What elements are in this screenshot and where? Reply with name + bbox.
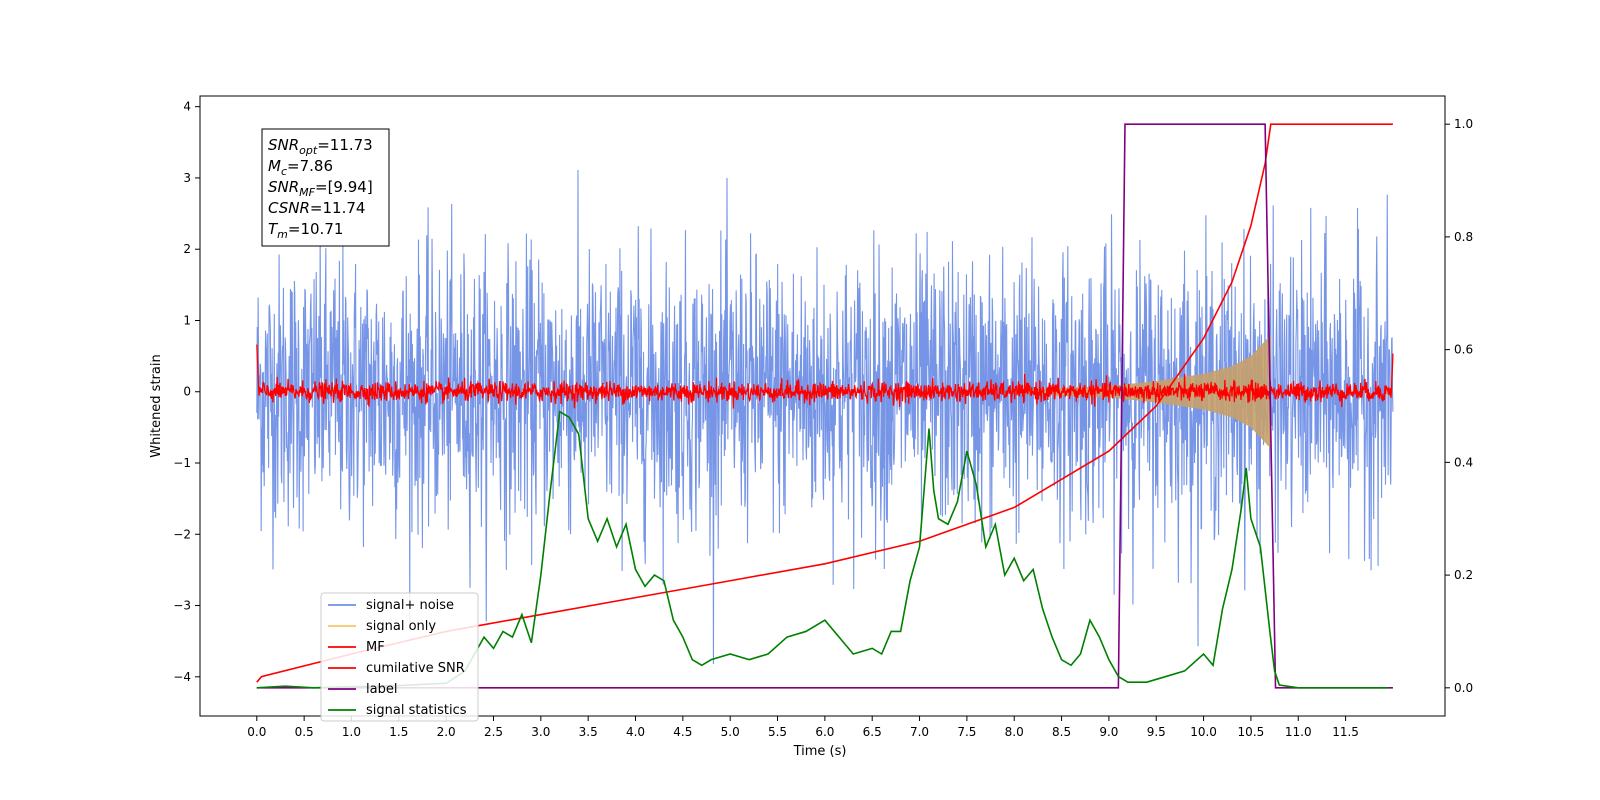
y2-tick-label: 0.2 (1454, 568, 1473, 582)
x-tick-label: 11.0 (1285, 725, 1312, 739)
legend-entry: label (366, 682, 397, 697)
y-tick-label: −1 (173, 456, 191, 470)
x-tick-label: 3.5 (579, 725, 598, 739)
legend-entry: MF (366, 640, 385, 655)
signal-noise-line (256, 170, 1394, 665)
annotation-line: SNRMF=[9.94] (268, 178, 373, 199)
x-tick-label: 2.5 (484, 725, 503, 739)
x-tick-label: 5.5 (768, 725, 787, 739)
y2-tick-label: 0.0 (1454, 681, 1473, 695)
legend-entry: cumilative SNR (366, 661, 465, 676)
x-tick-label: 4.5 (673, 725, 692, 739)
x-tick-label: 8.5 (1052, 725, 1071, 739)
plot-frame (199, 95, 1446, 717)
x-tick-label: 9.0 (1099, 725, 1118, 739)
legend-entry: signal statistics (366, 703, 467, 718)
x-tick-label: 1.5 (389, 725, 408, 739)
y-tick-label: −2 (173, 527, 191, 541)
x-tick-label: 3.0 (531, 725, 550, 739)
annotation-frame (261, 128, 390, 247)
y2-tick-label: 0.6 (1454, 343, 1473, 357)
x-tick-label: 6.0 (815, 725, 834, 739)
legend: signal+ noise signal only MF cumilative SNR… (320, 592, 479, 722)
signal-noise-series (256, 170, 1394, 665)
x-tick-label: 2.0 (437, 725, 456, 739)
x-axis-label: Time (s) (793, 744, 847, 759)
annotation-box: SNRopt=11.73Mc=7.86SNRMF=[9.94]CSNR=11.7… (261, 128, 390, 247)
y-tick-label: 3 (183, 171, 191, 185)
signal-statistics-line (256, 410, 1389, 689)
y-axis-right: 1.0 0.8 0.6 0.4 0.2 0.0 (1445, 117, 1473, 695)
x-tick-label: 4.0 (626, 725, 645, 739)
y-tick-label: −4 (173, 670, 191, 684)
legend-entry: signal only (366, 619, 436, 634)
x-tick-label: 10.5 (1238, 725, 1265, 739)
legend-entry: signal+ noise (366, 598, 454, 613)
y-tick-label: 2 (183, 242, 191, 256)
annotation-line: Tm=10.71 (268, 220, 343, 241)
annotation-line: CSNR=11.74 (268, 199, 365, 217)
x-tick-label: 0.0 (247, 725, 266, 739)
x-tick-label: 9.5 (1147, 725, 1166, 739)
x-axis: 0.0 0.5 1.0 1.5 2.0 2.5 3.0 3.5 4.0 4.5 5.0 5.5 6.0 6… (247, 716, 1359, 739)
y-axis-left: 4 3 2 1 0 −1 −2 −3 −4 (173, 100, 200, 684)
y-tick-label: 4 (183, 100, 191, 114)
x-tick-label: 8.0 (1005, 725, 1024, 739)
y2-tick-label: 1.0 (1454, 117, 1473, 131)
y-tick-label: 1 (183, 313, 191, 327)
y-tick-label: −3 (173, 599, 191, 613)
annotation-line: Mc=7.86 (268, 157, 333, 178)
x-tick-label: 0.5 (295, 725, 314, 739)
legend-frame (320, 592, 479, 722)
x-tick-label: 6.5 (863, 725, 882, 739)
y2-tick-label: 0.8 (1454, 230, 1473, 244)
x-tick-label: 11.5 (1332, 725, 1359, 739)
mf-line (256, 344, 1394, 409)
x-tick-label: 7.0 (910, 725, 929, 739)
annotation-line: SNRopt=11.73 (268, 136, 373, 157)
x-tick-label: 10.0 (1190, 725, 1217, 739)
y-tick-label: 0 (183, 385, 191, 399)
x-tick-label: 7.5 (957, 725, 976, 739)
mf-series (256, 344, 1394, 409)
x-tick-label: 5.0 (721, 725, 740, 739)
y-axis-label: Whitened strain (149, 354, 164, 457)
y2-tick-label: 0.4 (1454, 455, 1473, 469)
x-tick-label: 1.0 (342, 725, 361, 739)
